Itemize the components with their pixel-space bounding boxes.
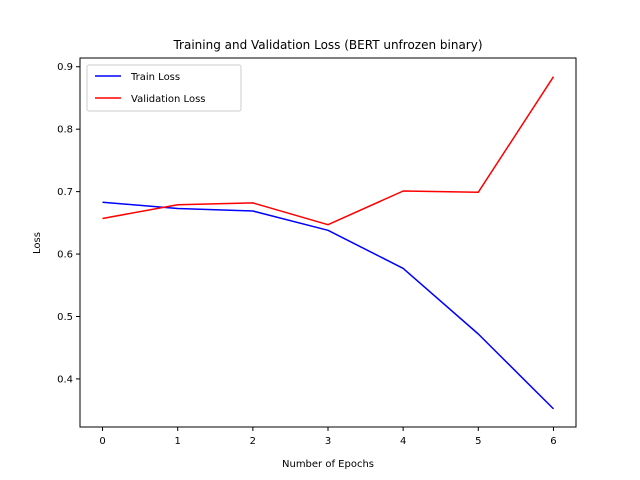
series-layer [102,76,555,410]
y-tick-label: 0.4 [57,374,73,385]
legend: Train Loss Validation Loss [86,64,242,112]
series-line-1 [102,76,555,226]
x-tick-label: 5 [475,436,481,447]
x-tick-label: 3 [325,436,331,447]
plot-area [79,57,577,428]
legend-label: Validation Loss [131,94,206,105]
x-axis-label: Number of Epochs [282,459,374,470]
x-tick-label: 4 [400,436,406,447]
x-tick-label: 1 [175,436,181,447]
y-tick-label: 0.5 [57,312,73,323]
y-tick-label: 0.6 [57,250,73,261]
y-tick-label: 0.9 [57,62,73,73]
x-tick-label: 0 [99,436,105,447]
y-axis-label: Loss [32,232,43,254]
x-tick-label: 6 [550,436,556,447]
y-tick-label: 0.7 [57,187,73,198]
x-axis: 0 1 2 3 4 5 6 [99,427,557,447]
x-tick-label: 2 [250,436,256,447]
legend-label: Train Loss [130,72,180,83]
y-axis: 0.4 0.5 0.6 0.7 0.8 0.9 [57,62,80,385]
legend-box [86,64,242,112]
series-line-0 [102,201,555,410]
chart-title: Training and Validation Loss (BERT unfro… [172,38,482,52]
y-tick-label: 0.8 [57,125,73,136]
